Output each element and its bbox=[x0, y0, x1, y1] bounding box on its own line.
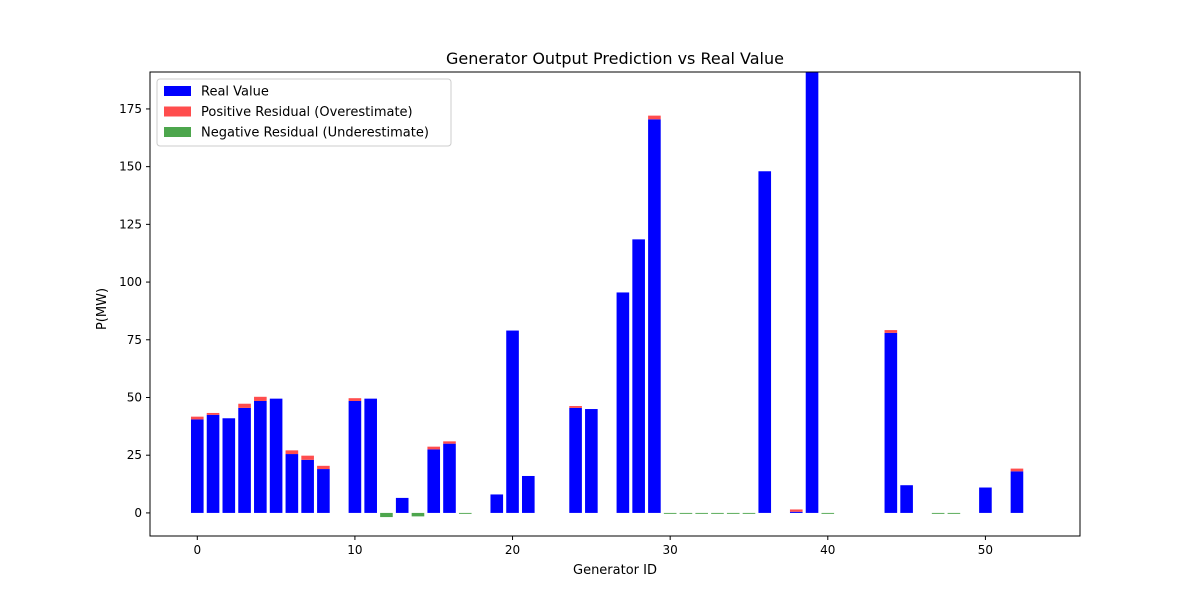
real-value-bar bbox=[900, 485, 913, 513]
positive-residual-bar bbox=[648, 115, 661, 120]
x-tick-label: 10 bbox=[347, 543, 362, 557]
y-tick-label: 75 bbox=[127, 333, 142, 347]
real-value-bar bbox=[269, 398, 283, 513]
y-tick-label: 150 bbox=[119, 160, 142, 174]
real-value-bar bbox=[427, 449, 441, 513]
positive-residual-bar bbox=[317, 465, 330, 470]
real-value-bar bbox=[648, 119, 661, 513]
real-value-bar bbox=[238, 407, 251, 513]
legend-negative-residual-swatch bbox=[164, 127, 191, 137]
x-axis-label: Generator ID bbox=[573, 563, 657, 578]
real-value-bar bbox=[348, 400, 362, 513]
y-tick-label: 175 bbox=[119, 102, 142, 116]
real-value-bar bbox=[206, 414, 220, 513]
legend-positive-residual-swatch bbox=[164, 106, 191, 117]
legend-negative-residual-label: Negative Residual (Underestimate) bbox=[201, 126, 429, 141]
real-value-bar bbox=[884, 332, 898, 513]
positive-residual-bar bbox=[206, 412, 220, 415]
positive-residual-bar bbox=[190, 416, 204, 420]
negative-residual-bar bbox=[695, 512, 708, 514]
negative-residual-bar bbox=[821, 512, 835, 514]
negative-residual-bar bbox=[947, 512, 961, 514]
real-value-bar bbox=[585, 409, 598, 513]
real-value-bar bbox=[789, 511, 803, 513]
negative-residual-bar bbox=[411, 512, 425, 517]
positive-residual-bar bbox=[301, 455, 314, 460]
positive-residual-bar bbox=[443, 441, 456, 444]
chart-title: Generator Output Prediction vs Real Valu… bbox=[446, 49, 784, 68]
positive-residual-bar bbox=[285, 450, 299, 455]
real-value-bar bbox=[979, 487, 992, 513]
real-value-bar bbox=[506, 330, 519, 513]
real-value-bar bbox=[569, 407, 582, 513]
x-tick-label: 30 bbox=[663, 543, 678, 557]
y-tick-label: 0 bbox=[134, 506, 142, 520]
positive-residual-bar bbox=[789, 509, 803, 512]
real-value-bar bbox=[1010, 471, 1024, 513]
bars bbox=[190, 72, 1024, 518]
real-value-bar bbox=[190, 419, 204, 513]
x-tick-label: 20 bbox=[505, 543, 520, 557]
legend-box bbox=[156, 78, 452, 147]
legend-positive-residual-label: Positive Residual (Overestimate) bbox=[201, 105, 413, 120]
y-tick-label: 50 bbox=[127, 390, 142, 404]
real-value-bar bbox=[522, 475, 535, 513]
y-tick-label: 100 bbox=[119, 275, 142, 289]
axes: 0 10 20 30 40 50 0 25 50 75 100 125 150 175 bbox=[119, 71, 1081, 557]
legend: Real Value Positive Residual (Overestimat… bbox=[156, 78, 452, 147]
legend-real-value-swatch bbox=[164, 86, 191, 96]
positive-residual-bar bbox=[1010, 468, 1024, 472]
real-value-bar bbox=[254, 400, 267, 513]
real-value-bar bbox=[616, 292, 630, 513]
negative-residual-bar bbox=[380, 512, 393, 518]
real-value-bar bbox=[222, 418, 236, 513]
positive-residual-bar bbox=[884, 330, 898, 333]
real-value-bar bbox=[395, 497, 409, 513]
real-value-bar bbox=[805, 72, 819, 513]
real-value-bar bbox=[301, 459, 314, 513]
y-tick-label: 125 bbox=[119, 217, 142, 231]
positive-residual-bar bbox=[569, 406, 582, 408]
real-value-bar bbox=[490, 494, 504, 513]
negative-residual-bar bbox=[679, 512, 693, 514]
negative-residual-bar bbox=[742, 512, 756, 514]
negative-residual-bar bbox=[663, 512, 677, 514]
positive-residual-bar bbox=[427, 446, 441, 450]
negative-residual-bar bbox=[711, 512, 724, 514]
real-value-bar bbox=[443, 443, 456, 513]
negative-residual-bar bbox=[726, 512, 740, 514]
y-axis-label: P(MW) bbox=[95, 288, 110, 330]
real-value-bar bbox=[364, 398, 377, 513]
positive-residual-bar bbox=[238, 403, 251, 408]
real-value-bar bbox=[632, 239, 645, 513]
x-tick-label: 0 bbox=[193, 543, 201, 557]
negative-residual-bar bbox=[458, 512, 472, 514]
x-tick-label: 40 bbox=[820, 543, 835, 557]
axes-frame bbox=[149, 71, 1081, 537]
positive-residual-bar bbox=[254, 396, 267, 401]
x-tick-label: 50 bbox=[978, 543, 993, 557]
real-value-bar bbox=[285, 454, 299, 513]
negative-residual-bar bbox=[931, 512, 945, 514]
real-value-bar bbox=[317, 469, 330, 513]
legend-real-value-label: Real Value bbox=[201, 85, 269, 100]
real-value-bar bbox=[758, 171, 772, 513]
positive-residual-bar bbox=[348, 398, 362, 401]
y-tick-label: 25 bbox=[127, 448, 142, 462]
